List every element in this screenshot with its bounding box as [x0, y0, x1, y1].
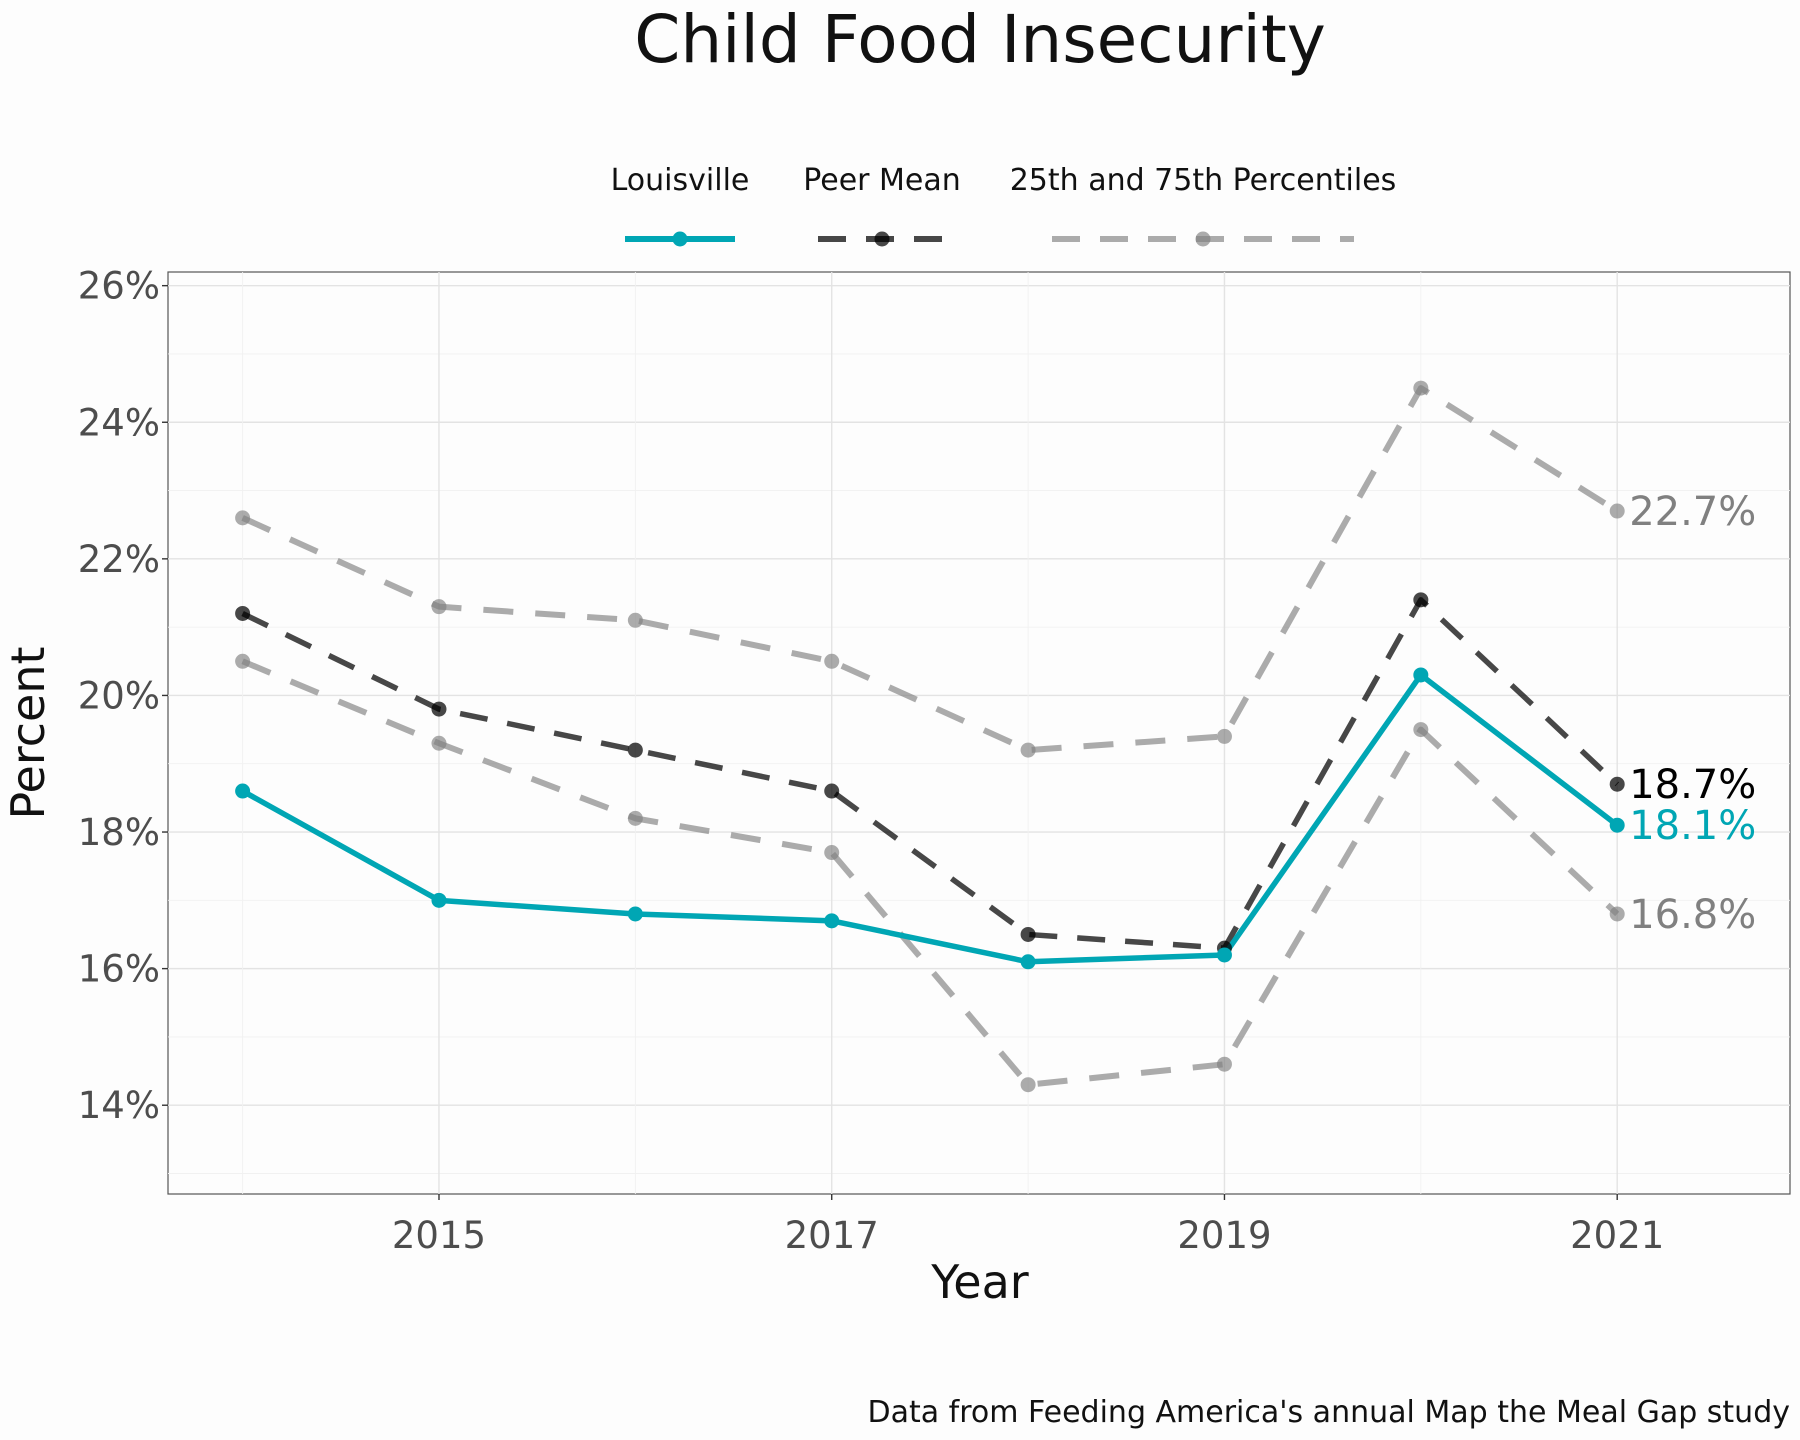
- legend: Louisville Peer Mean 25th and 75th Percent…: [611, 163, 1397, 247]
- point-75th-percentile-2014: [235, 510, 251, 526]
- point-75th-percentile-2019: [1216, 728, 1232, 744]
- y-tick-label: 22%: [78, 538, 160, 581]
- end-label-peer-mean: 18.7%: [1629, 762, 1756, 808]
- series-line-75th-percentile: [241, 385, 1619, 754]
- end-labels: 22.7% 16.8% 18.7%18.1%: [1629, 489, 1756, 938]
- legend-marker-louisville: [672, 231, 688, 247]
- point-louisville-2020: [1413, 667, 1429, 683]
- y-tick-label: 14%: [78, 1084, 160, 1127]
- x-axis-title: Year: [930, 1255, 1028, 1309]
- point-louisville-2016: [627, 906, 643, 922]
- series-line-louisville: [241, 672, 1619, 965]
- y-tick-label: 20%: [78, 674, 160, 717]
- point-25th-percentile-2017: [824, 845, 840, 861]
- x-tick-label: 2017: [785, 1214, 879, 1257]
- grid: [168, 272, 1790, 1194]
- y-tick-label: 26%: [78, 265, 160, 308]
- legend-label-25th-and-75th-percentiles: 25th and 75th Percentiles: [1010, 163, 1397, 198]
- y-tick-label: 18%: [78, 811, 160, 854]
- y-axis: 14% 16% 18% 20% 22% 24% 26%: [78, 265, 168, 1127]
- point-25th-percentile-2020: [1413, 722, 1429, 738]
- point-louisville-2014: [235, 783, 251, 799]
- point-25th-percentile-2018: [1020, 1077, 1036, 1093]
- end-label-louisville: 18.1%: [1629, 803, 1756, 849]
- point-75th-percentile-2017: [824, 653, 840, 669]
- chart-title: Child Food Insecurity: [634, 1, 1326, 78]
- point-75th-percentile-2021: [1609, 503, 1625, 519]
- series-layer: [241, 385, 1620, 1088]
- point-peer-mean-2014: [235, 605, 251, 621]
- point-peer-mean-2020: [1413, 592, 1429, 608]
- y-tick-label: 16%: [78, 948, 160, 991]
- point-louisville-2017: [824, 913, 840, 929]
- point-louisville-2018: [1020, 954, 1036, 970]
- point-75th-percentile-2020: [1413, 380, 1429, 396]
- point-peer-mean-2017: [824, 783, 840, 799]
- point-75th-percentile-2018: [1020, 742, 1036, 758]
- legend-marker-25th-and-75th-percentiles: [1195, 231, 1211, 247]
- legend-label-peer-mean: Peer Mean: [803, 163, 961, 198]
- point-25th-percentile-2014: [235, 653, 251, 669]
- series-line-peer-mean: [241, 597, 1620, 951]
- points-layer: [235, 380, 1625, 1093]
- x-tick-label: 2021: [1570, 1214, 1664, 1257]
- x-axis: 2015 2017 2019 2021: [392, 1194, 1664, 1257]
- point-75th-percentile-2016: [627, 612, 643, 628]
- point-peer-mean-2021: [1609, 776, 1625, 792]
- point-peer-mean-2018: [1020, 926, 1036, 942]
- point-louisville-2019: [1216, 947, 1232, 963]
- end-label-75th-percentile: 22.7%: [1629, 489, 1756, 535]
- point-25th-percentile-2015: [431, 735, 447, 751]
- point-25th-percentile-2019: [1216, 1056, 1232, 1072]
- point-25th-percentile-2021: [1609, 906, 1625, 922]
- point-peer-mean-2015: [431, 701, 447, 717]
- y-axis-title: Percent: [1, 646, 55, 819]
- legend-marker-peer-mean: [874, 231, 890, 247]
- y-tick-label: 24%: [78, 401, 160, 444]
- x-tick-label: 2015: [392, 1214, 486, 1257]
- point-75th-percentile-2015: [431, 599, 447, 615]
- point-25th-percentile-2016: [627, 810, 643, 826]
- caption: Data from Feeding America's annual Map t…: [868, 1395, 1791, 1430]
- end-label-25th-percentile: 16.8%: [1629, 892, 1756, 938]
- point-peer-mean-2016: [627, 742, 643, 758]
- point-louisville-2021: [1609, 817, 1625, 833]
- legend-label-louisville: Louisville: [611, 163, 750, 198]
- point-louisville-2015: [431, 892, 447, 908]
- x-tick-label: 2019: [1177, 1214, 1271, 1257]
